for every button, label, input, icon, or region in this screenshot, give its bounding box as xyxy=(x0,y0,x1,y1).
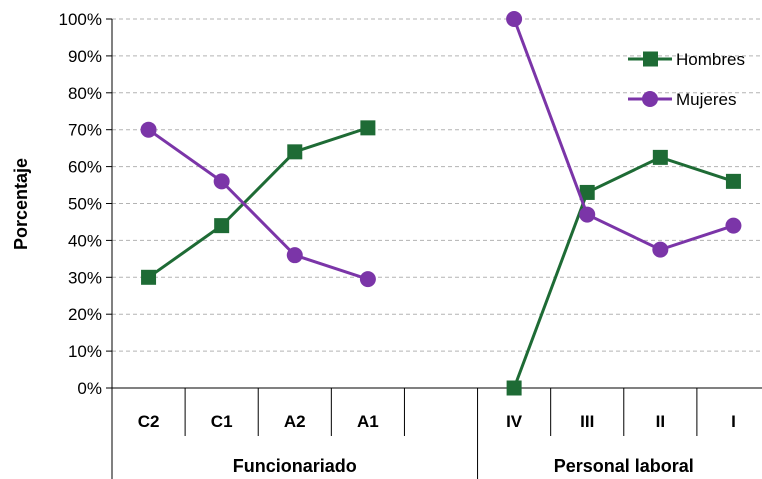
data-point-mujeres xyxy=(286,247,303,264)
group-label: Funcionariado xyxy=(233,456,357,476)
series-line-hombres xyxy=(512,155,734,389)
legend-label-hombres: Hombres xyxy=(676,50,745,69)
data-point-hombres xyxy=(360,120,376,136)
data-point-mujeres xyxy=(359,271,376,288)
category-label: II xyxy=(656,412,665,431)
category-label: I xyxy=(731,412,736,431)
category-label: III xyxy=(580,412,594,431)
data-point-hombres xyxy=(725,173,741,189)
gridlines xyxy=(112,18,762,352)
y-tick-label: 40% xyxy=(68,231,102,250)
data-point-hombres xyxy=(506,380,522,396)
data-point-mujeres xyxy=(506,11,523,27)
data-point-mujeres xyxy=(140,121,157,138)
y-tick-label: 30% xyxy=(68,268,102,287)
series-line-mujeres xyxy=(147,128,369,281)
data-point-hombres xyxy=(287,144,303,160)
data-point-hombres xyxy=(652,149,668,165)
legend: Hombres Mujeres xyxy=(628,50,745,109)
axes xyxy=(106,18,762,479)
data-point-hombres xyxy=(579,184,595,200)
category-label: A2 xyxy=(284,412,306,431)
category-label: C1 xyxy=(211,412,233,431)
y-tick-label: 80% xyxy=(68,84,102,103)
y-tick-label: 10% xyxy=(68,342,102,361)
y-tick-label: 70% xyxy=(68,121,102,140)
legend-marker-hombres xyxy=(643,51,658,67)
data-point-mujeres xyxy=(652,241,669,258)
y-tick-label: 50% xyxy=(68,195,102,214)
y-tick-label: 90% xyxy=(68,47,102,66)
legend-marker-mujeres xyxy=(642,91,658,107)
series-line-hombres xyxy=(147,126,369,279)
series-layer xyxy=(140,11,742,396)
y-tick-label: 60% xyxy=(68,158,102,177)
data-point-mujeres xyxy=(725,217,742,234)
y-tick-label: 20% xyxy=(68,305,102,324)
category-label: C2 xyxy=(138,412,160,431)
data-point-hombres xyxy=(214,218,230,234)
data-point-mujeres xyxy=(579,206,596,223)
data-point-hombres xyxy=(141,269,157,285)
group-label: Personal laboral xyxy=(554,456,694,476)
data-point-mujeres xyxy=(213,173,230,190)
y-tick-label: 100% xyxy=(59,10,102,29)
y-axis-ticks: 0% 10% 20% 30% 40% 50% 60% 70% 80% 90% 100% xyxy=(59,10,102,398)
series-line-mujeres xyxy=(512,18,734,252)
category-label: IV xyxy=(506,412,523,431)
legend-label-mujeres: Mujeres xyxy=(676,90,736,109)
category-label: A1 xyxy=(357,412,379,431)
y-axis-label: Porcentaje xyxy=(11,158,31,250)
group-labels: Funcionariado Personal laboral xyxy=(233,456,694,476)
y-tick-label: 0% xyxy=(77,379,102,398)
category-labels: C2 C1 A2 A1 IV III II I xyxy=(138,412,736,431)
